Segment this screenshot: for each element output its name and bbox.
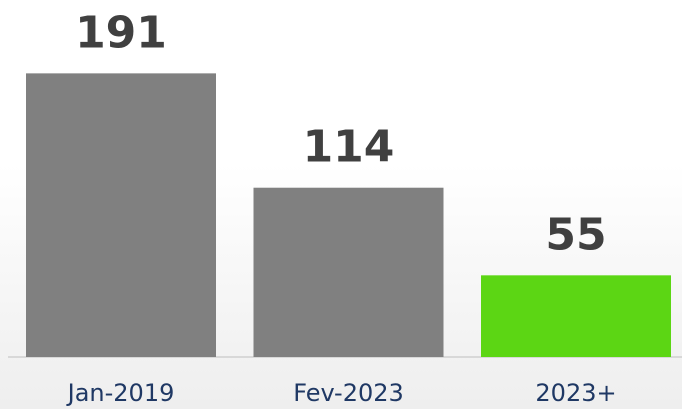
x-tick-label: Fev-2023 (293, 379, 404, 407)
bar (253, 187, 444, 357)
data-label: 191 (75, 7, 167, 58)
x-tick-label: 2023+ (535, 379, 616, 407)
data-label: 114 (303, 122, 395, 173)
bar (481, 275, 671, 357)
data-label: 55 (545, 209, 606, 260)
bar (26, 73, 216, 358)
x-tick-label: Jan-2019 (66, 379, 175, 407)
